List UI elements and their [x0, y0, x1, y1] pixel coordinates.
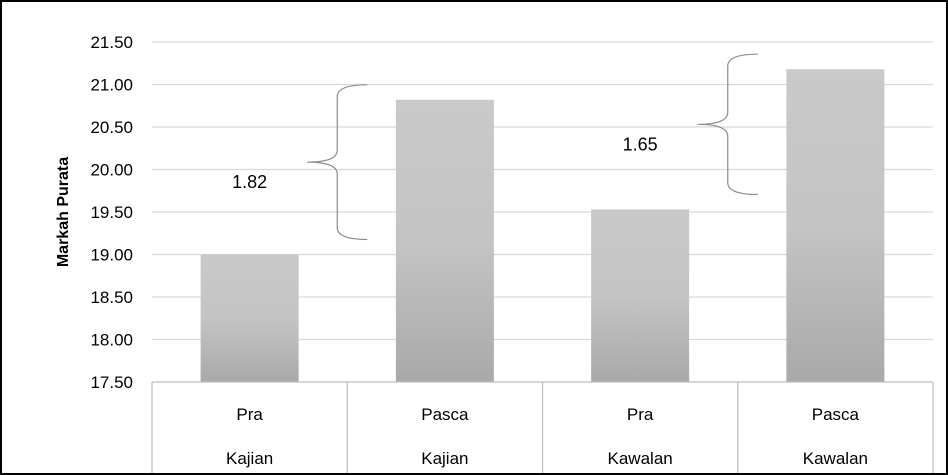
x-category-label-top: Pasca [812, 405, 860, 424]
y-tick-label: 18.50 [90, 288, 133, 307]
y-tick-label: 18.00 [90, 331, 133, 350]
x-category-label-top: Pra [236, 405, 263, 424]
y-tick-label: 21.50 [90, 33, 133, 52]
annotations: 1.82 1.65 [232, 53, 758, 241]
bars [200, 69, 885, 383]
x-category-label-bottom: Kajian [421, 449, 468, 468]
bar [395, 99, 494, 383]
x-category-label-top: Pra [627, 405, 654, 424]
annotation-label: 1.82 [232, 172, 267, 192]
x-category-label-bottom: Kawalan [608, 449, 673, 468]
y-tick-label: 17.50 [90, 373, 133, 392]
y-tick-label: 19.00 [90, 246, 133, 265]
annotation-label: 1.65 [623, 134, 658, 154]
bar [786, 69, 885, 382]
y-tick-label: 19.50 [90, 203, 133, 222]
annotation-brace [697, 53, 758, 196]
x-category-label-bottom: Kawalan [803, 449, 868, 468]
y-axis-title: Markah Purata [55, 157, 72, 267]
y-tick-label: 20.00 [90, 161, 133, 180]
y-tick-label: 21.00 [90, 76, 133, 95]
y-tick-label: 20.50 [90, 118, 133, 137]
bar [200, 254, 299, 382]
x-category-label-top: Pasca [421, 405, 469, 424]
bar [591, 209, 690, 382]
annotation-brace [307, 84, 368, 241]
x-category-label-bottom: Kajian [226, 449, 273, 468]
axes: 17.50 18.00 18.50 19.00 19.50 20.00 20.50 21.00… [90, 33, 934, 473]
